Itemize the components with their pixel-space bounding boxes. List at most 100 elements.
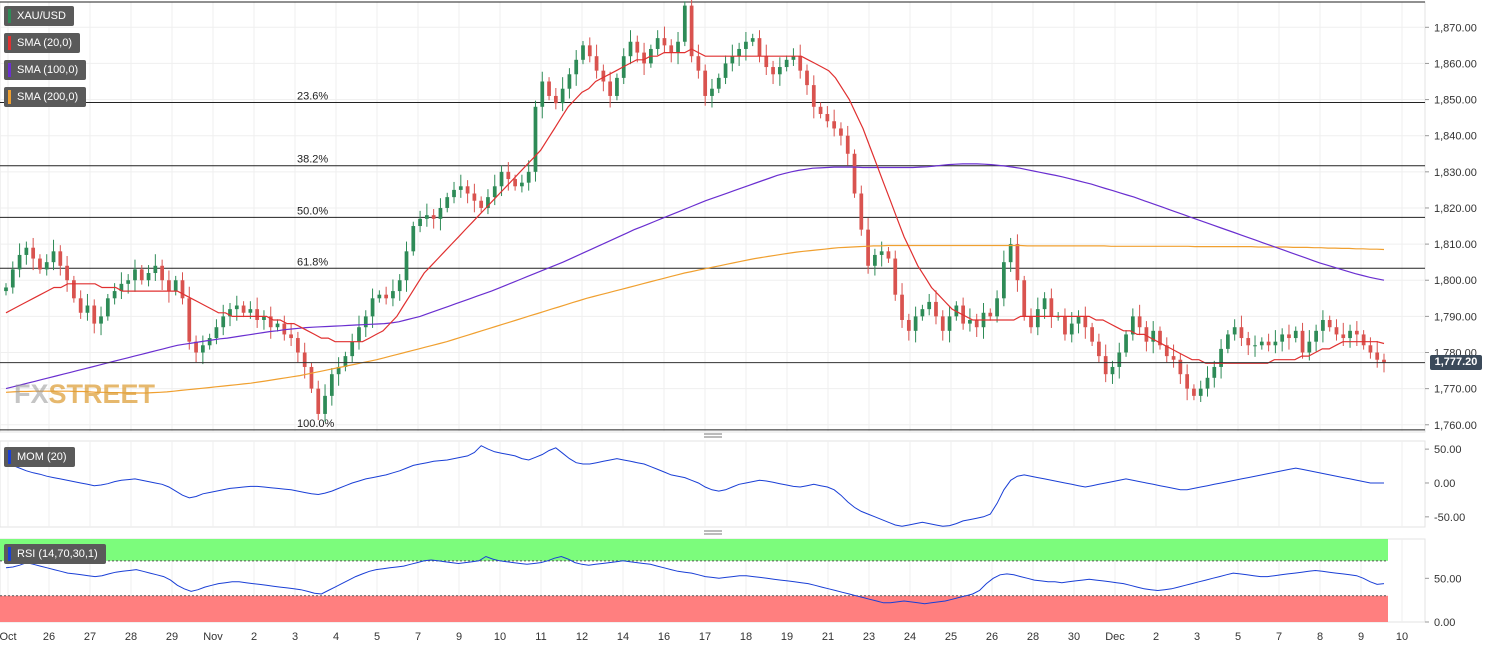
legend-momentum[interactable]: MOM (20) [4, 447, 75, 467]
candle-body [499, 171, 504, 187]
candle-body [866, 229, 870, 266]
candle-body [1273, 341, 1278, 346]
candle-body [920, 309, 925, 317]
candle-body [255, 309, 260, 320]
candle-body [1164, 345, 1169, 357]
candle-body [391, 291, 395, 299]
candle-body [540, 81, 545, 107]
candle-body [750, 38, 755, 42]
legend-xauusd-label: XAU/USD [17, 10, 66, 22]
candle-body [1151, 330, 1156, 342]
legend-sma200-label: SMA (200,0) [17, 91, 79, 103]
x-tick-label: Dec [1105, 631, 1125, 643]
x-tick-label: 3 [292, 631, 298, 643]
candle-body [893, 258, 898, 295]
candle-body [1063, 316, 1067, 335]
candle-body [146, 273, 151, 281]
candle-body [784, 59, 789, 68]
candle-body [1083, 316, 1088, 328]
candle-body [58, 251, 63, 266]
candle-body [1341, 334, 1346, 339]
candle-body [445, 197, 450, 208]
candle-body [1259, 341, 1264, 346]
candle-body [1212, 366, 1217, 378]
fib-level-label: 50.0% [297, 205, 328, 217]
legend-xauusd-swatch [8, 9, 11, 23]
candle-body [723, 63, 728, 78]
x-tick-label: 19 [781, 631, 793, 643]
x-tick-label: Oct [0, 631, 17, 643]
legend-rsi[interactable]: RSI (14,70,30,1) [4, 544, 106, 564]
candle-body [1124, 334, 1128, 353]
candle-body [248, 309, 253, 313]
candle-body [825, 114, 830, 122]
candle-body [207, 338, 212, 346]
candle-body [628, 41, 633, 57]
candle-body [669, 45, 674, 53]
candle-body [974, 319, 979, 328]
candle-body [458, 186, 463, 190]
fib-level-label: 61.8% [297, 256, 328, 268]
legend-sma20[interactable]: SMA (20,0) [4, 33, 81, 53]
candle-body [1314, 330, 1318, 342]
x-tick-label: 5 [1235, 631, 1241, 643]
mom-y-tick-label: -50.00 [1434, 512, 1465, 524]
candle-body [587, 45, 592, 57]
candle-body [1287, 334, 1291, 339]
x-tick-label: 5 [374, 631, 380, 643]
y-tick-label: 1,830.00 [1434, 167, 1477, 179]
candle-body [811, 85, 816, 107]
candle-body [1205, 377, 1210, 389]
x-tick-label: 25 [945, 631, 957, 643]
x-tick-label: 30 [1068, 631, 1080, 643]
candle-body [1321, 319, 1325, 331]
x-tick-label: 28 [125, 631, 137, 643]
x-tick-label: 9 [1358, 631, 1364, 643]
candle-body [194, 341, 198, 353]
candle-body [608, 81, 613, 96]
candle-body [737, 48, 741, 57]
candle-body [296, 338, 300, 353]
candle-body [988, 312, 993, 317]
candle-body [676, 41, 680, 53]
candle-body [839, 128, 843, 136]
candle-body [1300, 330, 1305, 353]
sma200-line [5, 244, 1385, 394]
candle-body [275, 323, 280, 328]
x-tick-label: 23 [863, 631, 875, 643]
x-tick-label: 29 [166, 631, 178, 643]
candle-body [1171, 356, 1176, 360]
sma100-line [5, 163, 1385, 390]
candle-body [133, 269, 137, 281]
x-tick-label: 4 [333, 631, 339, 643]
candle-body [682, 5, 687, 42]
candle-body [764, 56, 769, 68]
x-tick-label: 21 [822, 631, 834, 643]
legend-sma200[interactable]: SMA (200,0) [4, 87, 87, 107]
candle-body [72, 280, 76, 299]
candle-body [1219, 348, 1223, 367]
mom-y-tick-label: 0.00 [1434, 478, 1455, 490]
candle-body [1348, 330, 1352, 339]
candle-body [689, 5, 694, 57]
candle-body [289, 334, 293, 339]
x-tick-label: Nov [203, 631, 223, 643]
legend-xauusd[interactable]: XAU/USD [4, 6, 74, 26]
candle-body [1334, 327, 1339, 335]
legend-sma100[interactable]: SMA (100,0) [4, 60, 87, 80]
y-tick-label: 1,840.00 [1434, 131, 1477, 143]
candle-body [574, 59, 579, 75]
candle-body [180, 280, 185, 299]
candle-body [492, 186, 497, 198]
candle-body [357, 327, 361, 342]
candle-body [1076, 316, 1081, 324]
candle-body [642, 52, 646, 64]
legend-momentum-swatch [8, 450, 11, 464]
legend-sma20-swatch [8, 36, 11, 50]
candle-body [1042, 298, 1047, 310]
candle-body [431, 215, 436, 219]
candle-body [594, 56, 599, 71]
candle-body [859, 193, 864, 230]
legend-sma100-label: SMA (100,0) [17, 64, 79, 76]
candle-body [397, 280, 402, 292]
